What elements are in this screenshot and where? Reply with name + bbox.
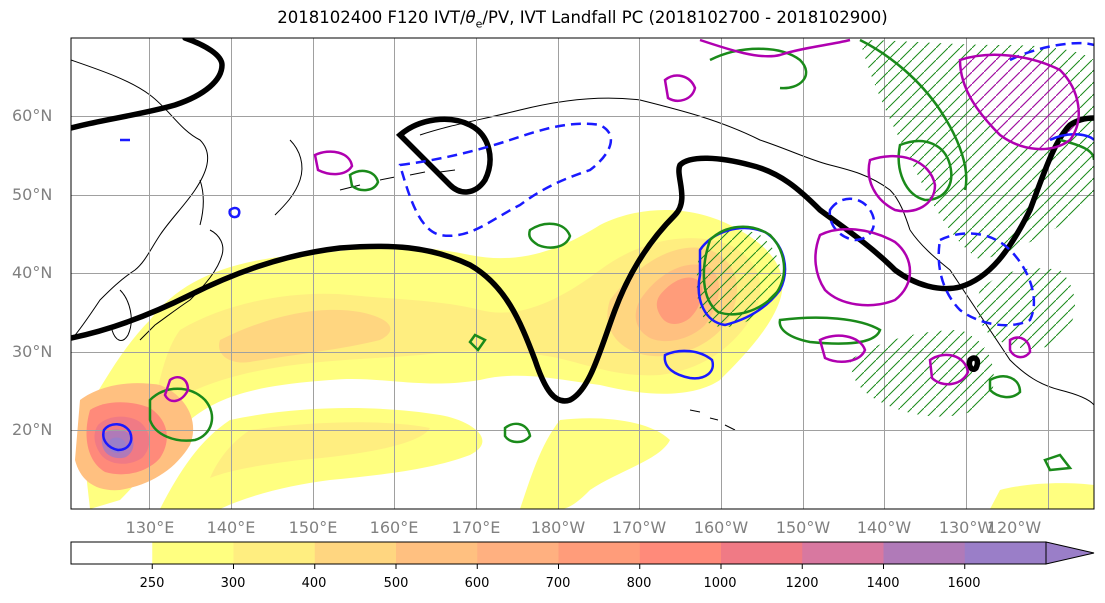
- colorbar-swatch: [721, 542, 803, 564]
- pv-small-1: [663, 74, 697, 102]
- blue-contours: [102, 41, 1094, 452]
- green-gulf: [859, 38, 968, 191]
- colorbar: [70, 541, 1095, 569]
- ivt-band-600-east: [656, 277, 703, 324]
- colorbar-swatch: [233, 542, 316, 564]
- lat-label: 50°N: [12, 185, 53, 204]
- colorbar-tick-label: 400: [301, 576, 327, 591]
- colorbar-tick-label: 800: [626, 576, 652, 591]
- pv-central: [818, 334, 867, 363]
- hatch-region-west-coast: [977, 268, 1075, 350]
- pv-gulf: [814, 227, 912, 307]
- sakhalin-coast: [199, 179, 204, 226]
- map-title: 2018102400 F120 IVT/θe/PV, IVT Landfall …: [277, 8, 888, 31]
- colorbar-swatch: [314, 542, 397, 564]
- pv-contours: [163, 38, 1080, 403]
- green-se-1: [988, 375, 1022, 399]
- ivt-band-250-sw: [520, 418, 670, 509]
- colorbar-swatch: [477, 542, 559, 564]
- pv-bc: [867, 155, 937, 213]
- colorbar-tick-label: 1400: [866, 576, 900, 591]
- lon-label: 170°E: [451, 518, 501, 537]
- green-east-pacific: [702, 225, 786, 316]
- japan-coast: [139, 229, 224, 341]
- hatch-region-east-central: [850, 330, 994, 417]
- colorbar-tick-label: 600: [464, 576, 490, 591]
- lat-label: 60°N: [12, 106, 53, 125]
- colorbar-swatch: [802, 542, 884, 564]
- colorbar-swatch: [964, 542, 1047, 564]
- lon-label: 140°W: [856, 518, 912, 537]
- hatch-region-magenta-ne: [960, 54, 1079, 150]
- pv-ne: [958, 53, 1080, 151]
- lat-label: 40°N: [12, 263, 53, 282]
- colorbar-tick-label: 250: [139, 576, 165, 591]
- colorbar-extend-arrow: [1045, 541, 1095, 565]
- lon-label: 130°E: [125, 518, 175, 537]
- green-hawaii: [503, 422, 532, 444]
- blue-dashed-coast: [937, 232, 1036, 327]
- colorbar-tick-label: 500: [383, 576, 409, 591]
- green-contours: [148, 38, 1094, 472]
- blue-solid-south: [663, 349, 715, 380]
- blue-solid-small-1: [228, 206, 241, 219]
- ivt-band-300: [150, 238, 761, 420]
- pv-se: [1008, 336, 1032, 359]
- pv-typhoon: [163, 376, 190, 403]
- colorbar-swatch: [883, 542, 966, 564]
- green-bc: [897, 139, 953, 202]
- lon-label: 160°E: [369, 518, 419, 537]
- blue-dashed-aleutian: [398, 122, 612, 238]
- colorbar-frame: [70, 541, 1047, 565]
- colorbar-tick-label: 1200: [785, 576, 819, 591]
- lon-label: 140°E: [206, 518, 256, 537]
- pv-east: [928, 353, 970, 386]
- hatch-region-east-pacific: [696, 230, 781, 328]
- blue-dashed-gulf: [828, 197, 876, 242]
- green-nw: [348, 169, 380, 192]
- green-small-2: [1043, 453, 1073, 472]
- lon-label: 120°W: [986, 518, 1042, 537]
- colorbar-swatches: [71, 542, 1047, 569]
- asia-coast: [71, 59, 209, 341]
- green-typhoon: [148, 387, 214, 442]
- lon-label: 150°E: [288, 518, 338, 537]
- pv-north: [699, 38, 851, 58]
- aleutian-islands: [339, 169, 456, 191]
- colorbar-swatch: [639, 542, 722, 564]
- lon-label: 130°W: [938, 518, 994, 537]
- colorbar-swatch: [71, 542, 153, 564]
- colorbar-tick-label: 1000: [703, 576, 737, 591]
- lat-label: 30°N: [12, 342, 53, 361]
- colorbar-swatch: [396, 542, 478, 564]
- lat-label: 20°N: [12, 420, 53, 439]
- pv-small-2: [313, 150, 354, 176]
- ivt-band-400: [219, 309, 391, 363]
- blue-solid-ne: [1049, 133, 1094, 142]
- blue-solid-typhoon: [102, 423, 133, 452]
- colorbar-swatch: [152, 542, 234, 564]
- colorbar-tick-label: 700: [545, 576, 571, 591]
- ivt-band-300-south: [210, 422, 430, 478]
- green-mid: [528, 222, 572, 249]
- lon-label: 160°W: [693, 518, 749, 537]
- map-frame: [70, 37, 1095, 510]
- blue-dashed-north: [1009, 41, 1094, 62]
- lon-label: 150°W: [775, 518, 831, 537]
- alaska-coast: [419, 97, 911, 231]
- blue-solid-east: [697, 226, 787, 327]
- colorbar-tick-label: 1600: [947, 576, 981, 591]
- lon-label: 180°W: [530, 518, 586, 537]
- korea-coast: [111, 289, 132, 341]
- green-small-1: [468, 333, 487, 352]
- hawaii-islands: [689, 409, 736, 431]
- colorbar-swatch: [558, 542, 641, 564]
- ivt-band-250-se: [990, 483, 1094, 509]
- colorbar-tick-label: 300: [220, 576, 246, 591]
- green-central: [778, 316, 882, 345]
- height-contour: [71, 38, 1094, 404]
- lon-label: 170°W: [611, 518, 667, 537]
- kamchatka-coast: [274, 139, 303, 216]
